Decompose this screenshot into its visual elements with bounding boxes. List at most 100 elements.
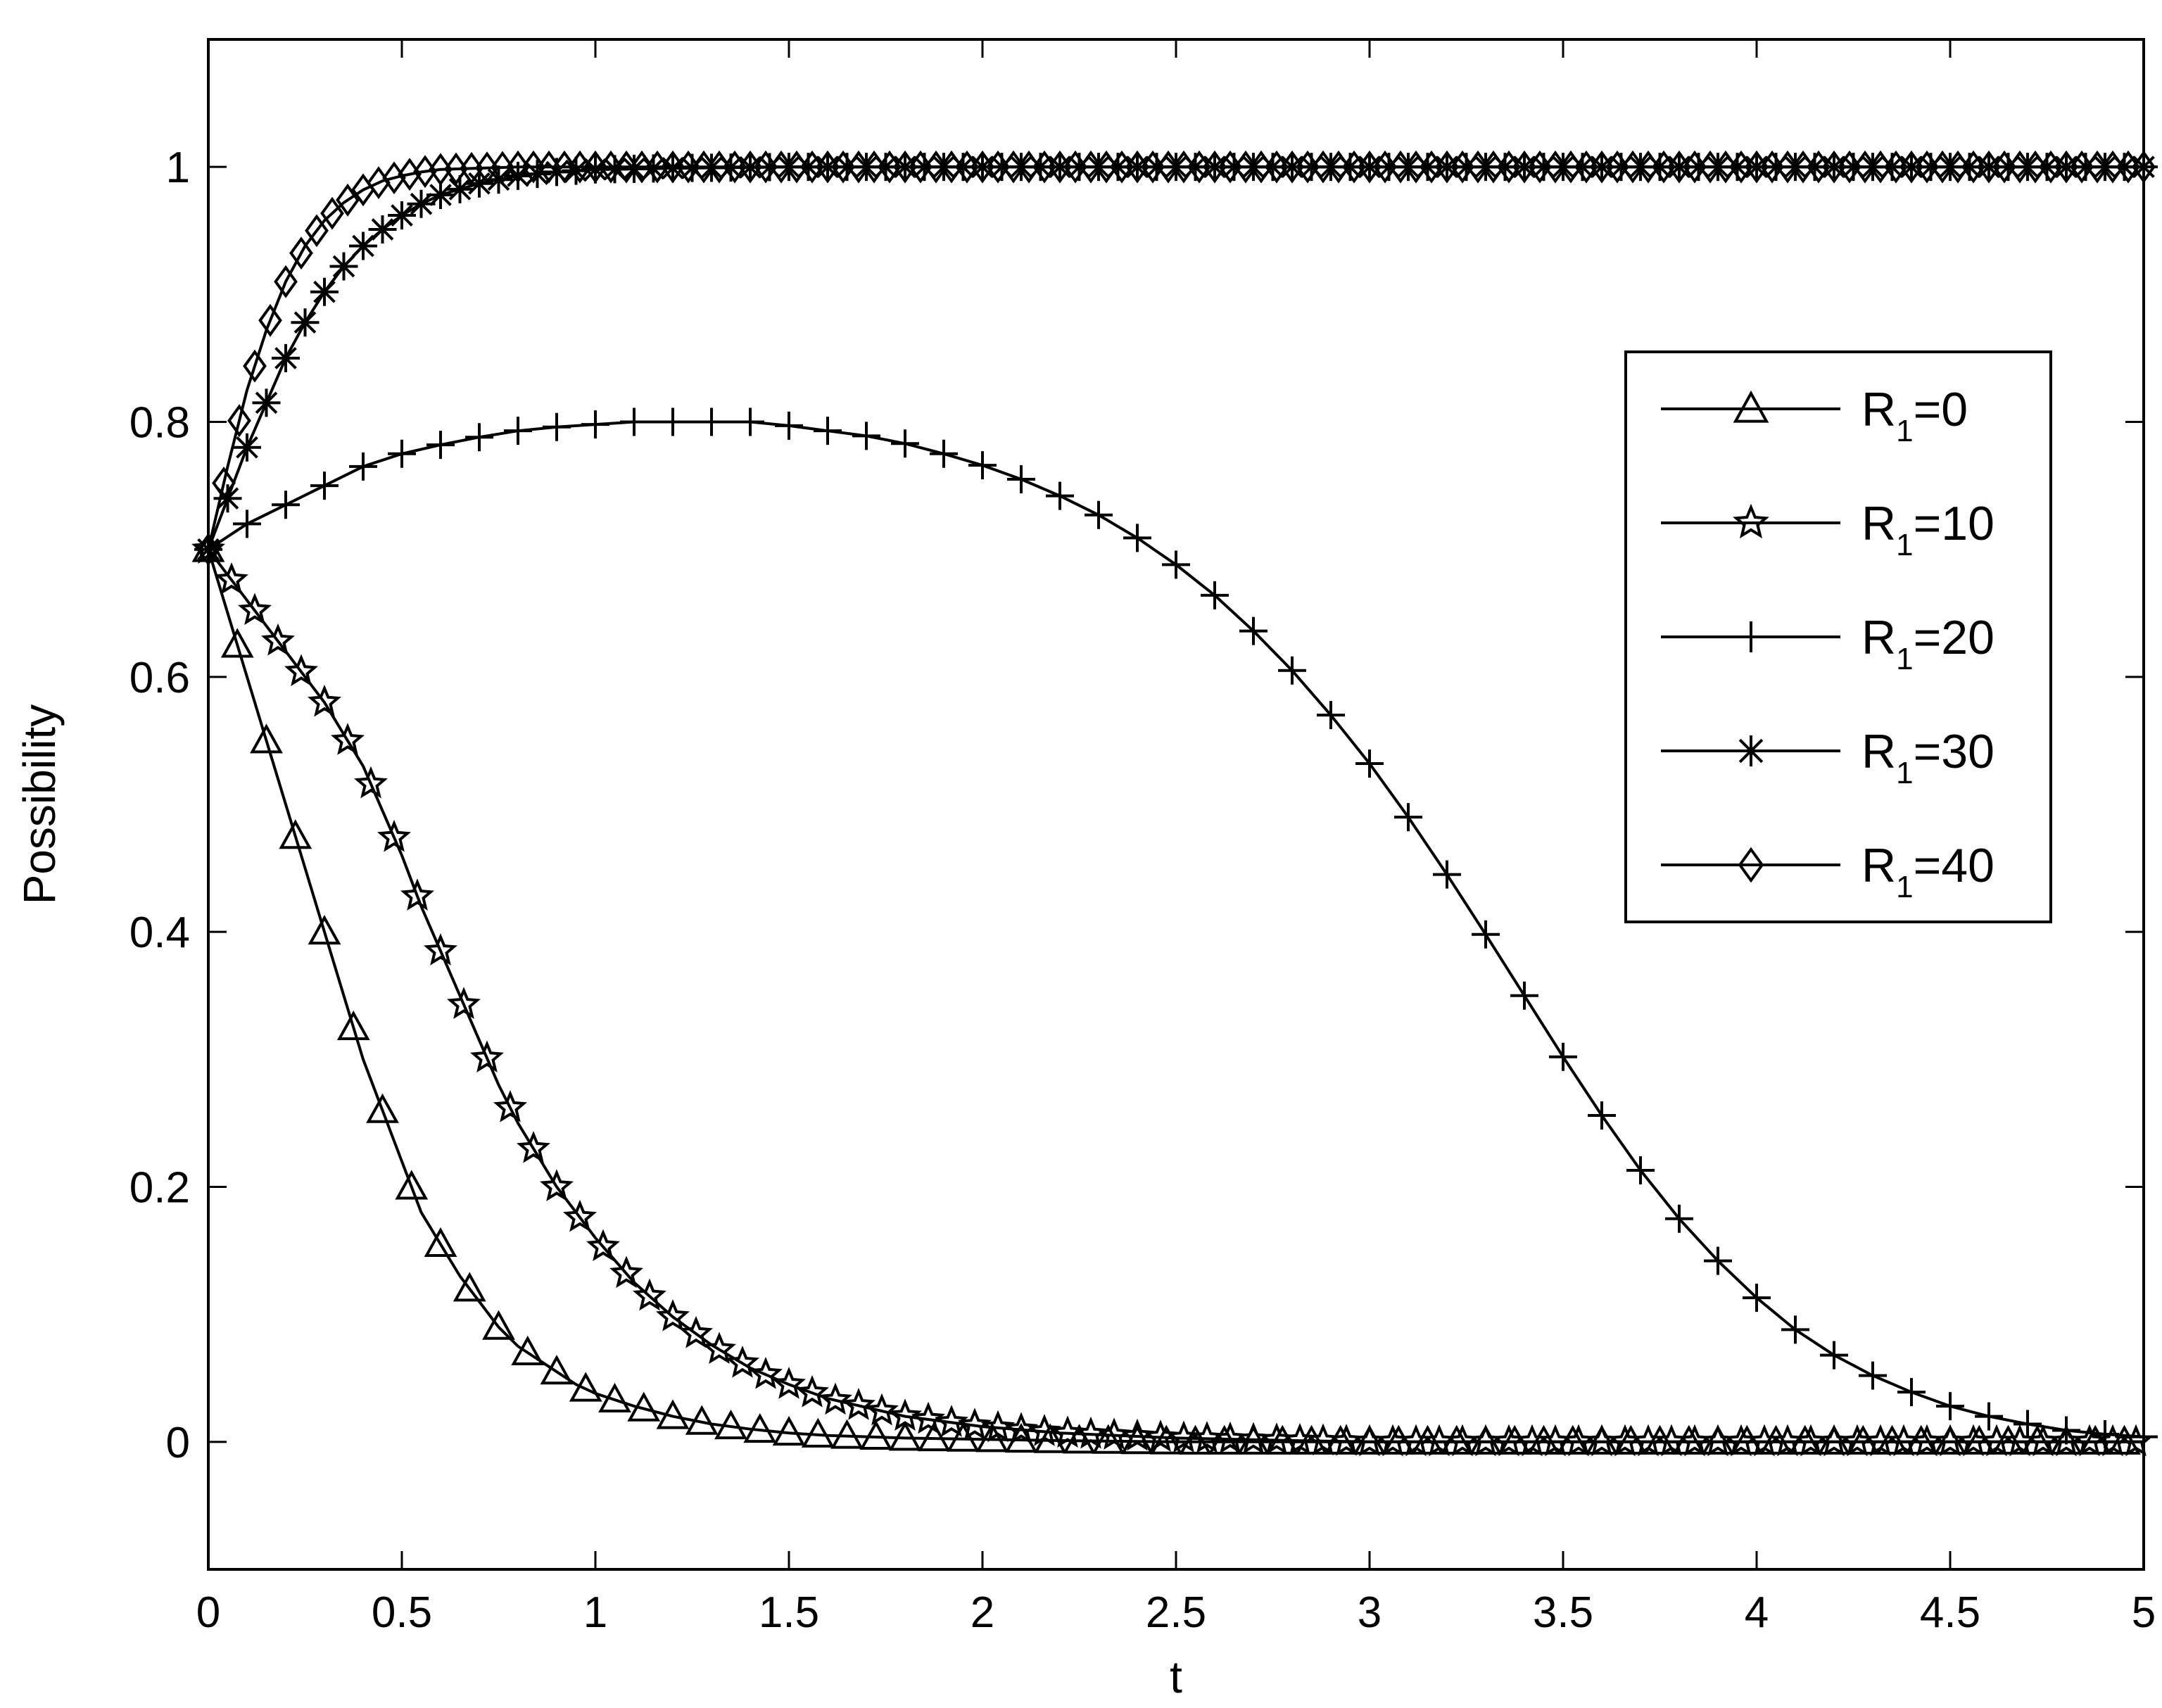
data-point [1394,803,1422,832]
data-point [1404,150,1428,184]
legend-label: R1=30 [1861,725,1995,790]
data-point [1559,150,1583,184]
data-point [692,150,716,184]
data-point [1698,150,1722,184]
data-point [220,628,254,658]
data-point [2039,150,2063,184]
data-point [723,150,747,184]
legend-marker [1736,621,1766,652]
data-point [878,150,902,184]
data-point [1156,150,1180,184]
data-point [1187,150,1211,184]
data-point [395,1170,429,1200]
data-point [354,766,388,799]
data-point [614,150,638,184]
data-point [1203,150,1227,184]
data-point [1590,150,1614,184]
data-point [2052,1416,2080,1445]
data-point [562,156,590,185]
data-point [1930,150,1954,184]
y-tick-label: 0.4 [129,909,190,957]
data-point [852,422,880,450]
data-point [2008,150,2032,184]
data-point [426,431,455,460]
data-point [909,150,933,184]
data-point [627,1391,661,1422]
data-point [862,150,886,184]
data-point [377,819,411,852]
data-point [2054,150,2078,184]
data-point [940,150,963,184]
data-point [213,484,242,513]
data-point [1528,150,1552,184]
data-point [1092,1424,1125,1454]
data-point [349,232,377,260]
x-tick-label: 3.5 [1533,1588,1593,1637]
data-point [1497,150,1521,184]
data-point [2101,150,2125,184]
x-tick-label: 1.5 [759,1588,819,1637]
data-point [1481,150,1505,184]
data-point [552,150,576,184]
data-point [310,472,339,500]
data-point [1626,1156,1655,1184]
data-point [633,1278,666,1311]
data-point [1975,1402,2003,1431]
data-point [349,452,377,481]
data-point [917,1421,951,1452]
data-point [1311,150,1335,184]
data-point [891,429,919,458]
data-point [1683,150,1707,184]
data-point [583,150,607,184]
data-point [1001,150,1025,184]
data-point [1032,150,1056,184]
data-point [568,150,592,184]
data-point [1239,616,1268,645]
x-tick-label: 4.5 [1920,1588,1980,1637]
data-point [331,723,365,755]
data-point [1859,1361,1887,1390]
data-point [388,201,416,230]
data-point [888,1421,922,1451]
data-point [506,150,530,184]
data-point [504,417,532,445]
data-point [981,1410,1015,1443]
data-point [581,410,609,439]
data-point [975,1422,1009,1453]
data-point [1838,150,1861,184]
data-point [1781,1315,1809,1344]
data-point [656,1299,690,1331]
data-point [543,412,571,441]
data-point [1063,150,1087,184]
data-point [1435,150,1459,184]
data-point [1807,150,1831,184]
data-point [924,150,948,184]
data-point [1605,150,1629,184]
data-point [482,1310,515,1340]
data-point [1822,150,1846,184]
legend: R1=0 R1=10 R1=20 R1=30 R1=40 [1624,350,2052,923]
data-point [630,150,654,184]
data-point [639,154,668,183]
data-point [1820,1341,1848,1369]
data-point [484,165,513,194]
data-point [1110,150,1134,184]
data-point [785,150,809,184]
data-point [284,654,318,686]
data-point [842,1388,875,1420]
data-point [947,1422,980,1452]
data-point [470,1040,504,1073]
data-point [968,451,997,480]
data-point [1574,150,1598,184]
data-point [1588,1101,1616,1130]
x-tick-label: 0.5 [372,1588,432,1637]
data-point [2085,150,2109,184]
data-point [685,1405,719,1435]
legend-marker [1736,735,1766,766]
data-point [212,467,236,500]
data-point [754,150,778,184]
data-point [537,150,561,184]
data-point [1172,150,1196,184]
data-point [1265,150,1289,184]
data-point [493,1089,527,1122]
